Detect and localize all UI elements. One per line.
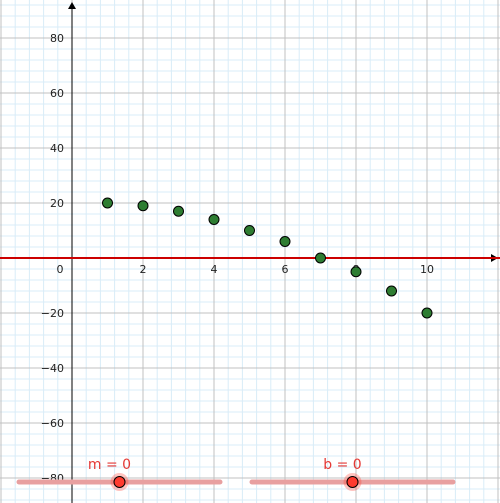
slider-m[interactable]: m = 0 (16, 457, 223, 491)
data-points (102, 197, 433, 319)
data-point (350, 266, 362, 278)
data-point (173, 205, 184, 217)
x-tick-label: 2 (140, 263, 147, 276)
y-tick-label: −20 (41, 307, 64, 320)
slider-b-handle[interactable] (346, 476, 359, 488)
data-point (279, 236, 291, 247)
y-tick-label: 60 (50, 87, 64, 100)
data-point (102, 197, 113, 209)
slider-m-handle[interactable] (113, 476, 126, 488)
slider-b-label: b = 0 (323, 457, 361, 473)
x-tick-label: 4 (211, 263, 218, 276)
data-point (315, 252, 326, 264)
data-point (137, 200, 149, 212)
y-tick-label: 80 (50, 32, 64, 45)
data-point (421, 307, 433, 319)
x-tick-label: 6 (282, 263, 289, 276)
x-tick-label: 10 (420, 263, 434, 276)
data-point (244, 225, 255, 236)
slider-b[interactable]: b = 0 (249, 457, 456, 491)
y-tick-label: 20 (50, 197, 64, 210)
data-point (386, 285, 397, 297)
y-tick-label: −40 (41, 362, 64, 375)
y-tick-label: 40 (50, 142, 64, 155)
y-axis-arrow (68, 2, 76, 9)
data-point (208, 214, 220, 225)
origin-label: 0 (57, 263, 64, 276)
y-tick-label: −60 (41, 417, 64, 430)
slider-m-label: m = 0 (88, 457, 131, 473)
